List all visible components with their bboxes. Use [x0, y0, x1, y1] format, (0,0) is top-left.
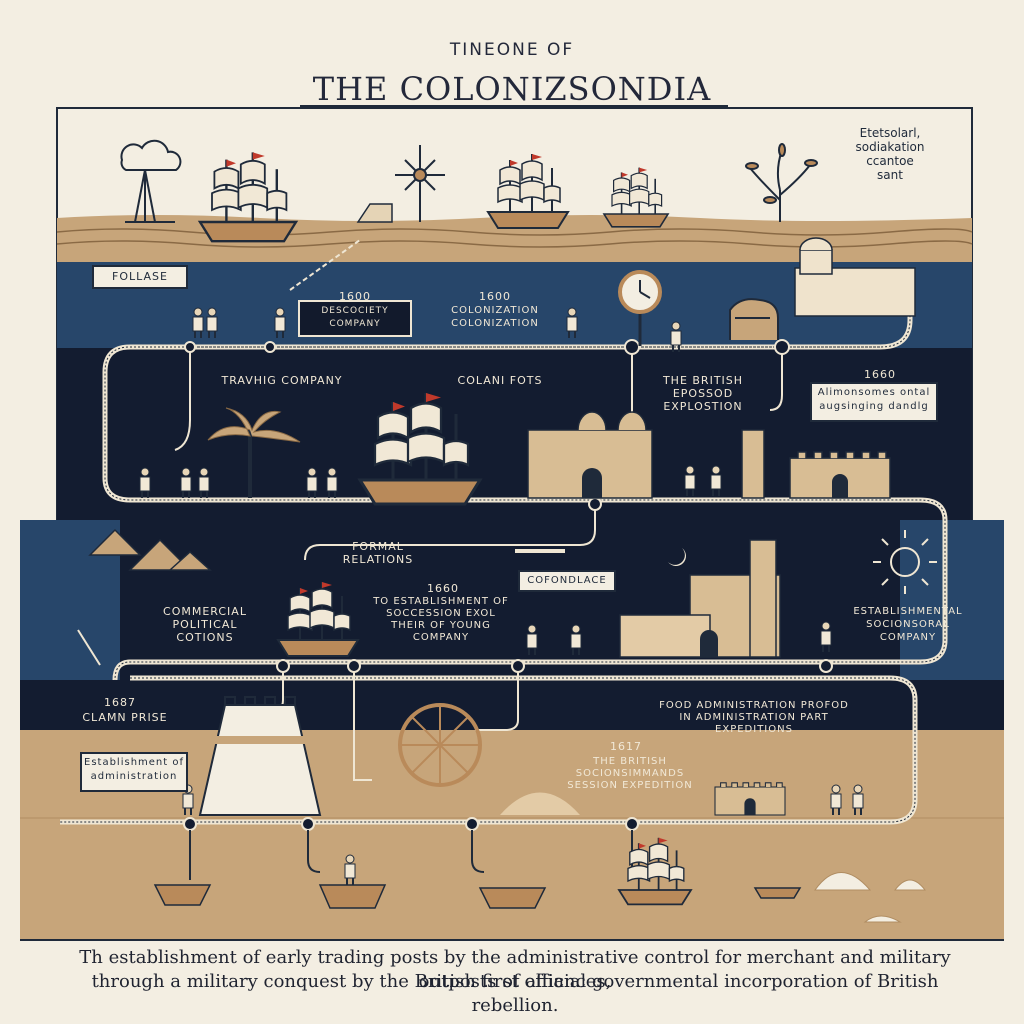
year-label: 1660: [427, 582, 459, 595]
boat-icon: [318, 854, 387, 909]
timeline-node: [588, 497, 602, 511]
timeline-node: [183, 817, 197, 831]
timeline-node: [276, 659, 290, 673]
commercial-label: COMMERCIAL POLITICAL COTIONS: [163, 605, 247, 644]
coronlace-box: COFONDLACE: [518, 570, 616, 592]
sun-icon: [873, 530, 937, 594]
clamn-prise-label: CLAMN PRISE: [82, 711, 168, 724]
fort-icon: [789, 451, 891, 499]
british-expedition-label: THE BRITISH SOCIONSIMMANDS SESSION EXPED…: [567, 756, 693, 791]
timeline-node: [347, 659, 361, 673]
elephant-icon: [729, 298, 779, 340]
colonization-label: COLONIZATION COLONIZATION: [451, 305, 539, 329]
timeline-node: [264, 341, 276, 353]
timeline-node: [624, 339, 640, 355]
fort-icon: [619, 539, 781, 658]
palace-icon: [527, 411, 653, 499]
compass-icon: [395, 145, 445, 222]
pyramid-icon: [88, 528, 212, 571]
emblem-box: FOLLASE: [92, 265, 188, 289]
year-label: 1687: [104, 696, 136, 709]
timeline-node: [819, 659, 833, 673]
boat-icon: [153, 884, 212, 906]
trading-company-label: TRAVHIG COMPANY: [221, 374, 343, 387]
page-title: THE COLONIZSONDIA: [312, 70, 712, 108]
year-label: 1660: [864, 368, 896, 381]
timeline-node: [511, 659, 525, 673]
tree-icon: [745, 143, 818, 222]
british-expedition-label: THE BRITISH EPOSSOD EXPLOSTION: [662, 374, 744, 413]
corner-note: Etetsolarl, sodiakation ccantoe sant: [855, 126, 925, 182]
timeline-node: [625, 817, 639, 831]
tent-icon: [198, 696, 322, 816]
alliance-box: Alimonsomes ontal augsinging dandlg: [810, 382, 938, 422]
year-label: 1600: [479, 290, 511, 303]
year-label: 1617: [610, 740, 642, 753]
caption-line: Th establishment of early trading posts …: [79, 947, 951, 992]
boat-icon: [478, 887, 547, 909]
caption-line: through a military conquest by the Briti…: [91, 971, 939, 1016]
timeline-node: [301, 817, 315, 831]
wheel-icon: [398, 703, 482, 787]
fort-icon: [794, 237, 916, 317]
establishment-right-label: ESTABLISHMENTAL SOCIONSORAL COMPANY: [853, 606, 963, 643]
title-kicker: TINEONE OF: [449, 40, 575, 60]
establishment-label: TO ESTABLISHMENT OF SOCCESSION EXOL THEI…: [373, 596, 509, 643]
administration-box: Establishment of administration: [80, 752, 188, 792]
year-label: 1600: [339, 290, 371, 303]
forts-label: COLANI FOTS: [457, 374, 543, 387]
tent-icon: [356, 203, 393, 223]
clock-icon: [618, 270, 662, 346]
formal-relations-label: FORMAL RELATIONS: [342, 540, 414, 566]
cloud-icon: [120, 139, 182, 171]
windmill-icon: [125, 169, 175, 223]
timeline-node: [465, 817, 479, 831]
boat-icon: [753, 887, 802, 899]
fort-icon: [714, 782, 786, 816]
timeline-node: [774, 339, 790, 355]
food-admin-label: FOOD ADMINISTRATION PROFOD IN ADMINISTRA…: [659, 700, 849, 735]
timeline-node: [184, 341, 196, 353]
palm-icon: [207, 407, 301, 498]
company-label: DESCOCIETY COMPANY: [298, 300, 412, 337]
